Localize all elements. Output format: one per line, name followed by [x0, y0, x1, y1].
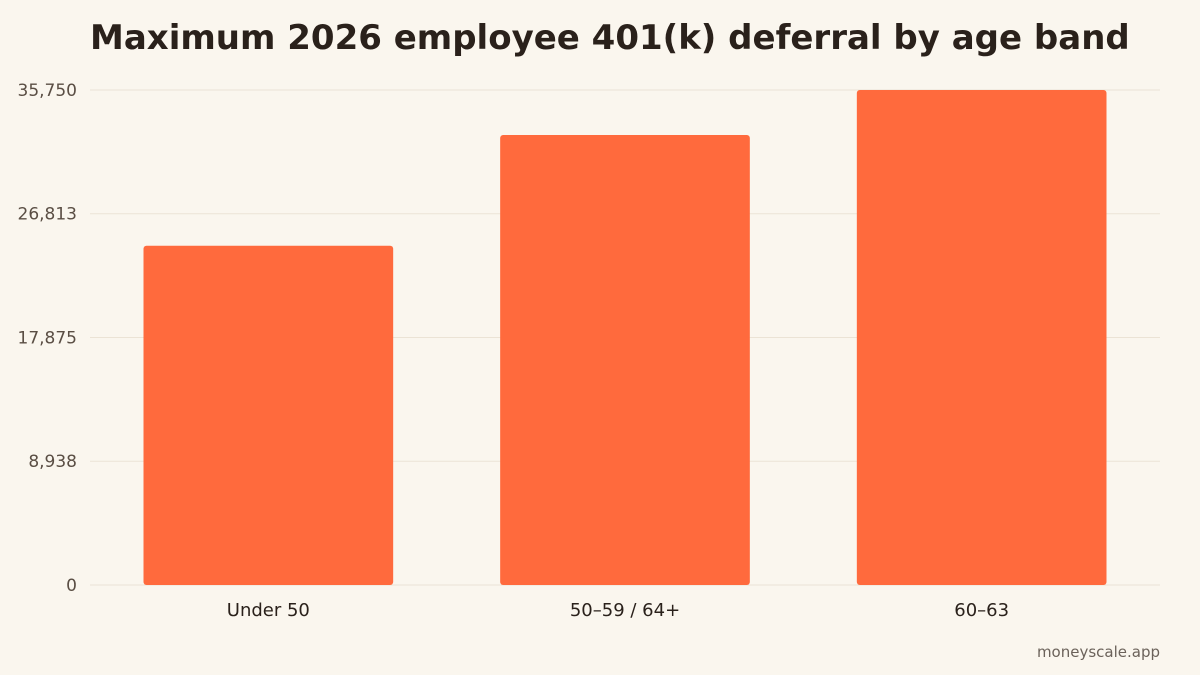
- y-axis-ticks: 0 8,938 17,875 26,813 35,750: [18, 81, 77, 596]
- bar: [143, 245, 394, 585]
- x-tick-label: 60–63: [954, 600, 1009, 621]
- y-tick-label: 0: [66, 576, 77, 596]
- y-tick-label: 8,938: [28, 452, 77, 472]
- chart-title: Maximum 2026 employee 401(k) deferral by…: [90, 18, 1130, 58]
- y-tick-label: 26,813: [18, 205, 77, 225]
- bar: [856, 90, 1107, 585]
- x-tick-label: 50–59 / 64+: [570, 600, 680, 621]
- x-axis-ticks: Under 50 50–59 / 64+ 60–63: [227, 600, 1009, 621]
- source-label: moneyscale.app: [1036, 643, 1160, 661]
- y-tick-label: 17,875: [18, 329, 77, 349]
- y-tick-label: 35,750: [18, 81, 77, 101]
- bars: [143, 90, 1107, 585]
- bar: [500, 135, 750, 585]
- x-tick-label: Under 50: [227, 600, 310, 621]
